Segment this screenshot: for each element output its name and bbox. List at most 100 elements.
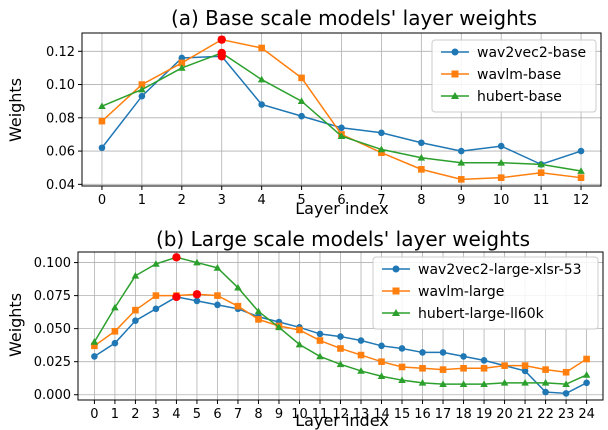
data-point (234, 302, 242, 310)
data-point (377, 372, 386, 380)
data-point (418, 166, 425, 173)
data-point (378, 342, 385, 350)
data-point (357, 351, 365, 359)
x-tick-label: 20 (496, 407, 513, 422)
data-point (582, 371, 591, 378)
panel-a-frame (81, 32, 602, 187)
panel-a-legend: wav2vec2-base wavlm-base hubert-base (431, 39, 597, 113)
data-point (178, 59, 186, 67)
y-tick-label: 0.06 (46, 145, 75, 160)
data-point (460, 353, 467, 360)
x-tick-label: 4 (258, 193, 266, 208)
data-point (298, 74, 305, 82)
data-point (111, 327, 119, 335)
panel-a-title: (a) Base scale models' layer weights (171, 6, 537, 30)
data-point (357, 337, 365, 344)
x-tick-label: 3 (218, 193, 226, 208)
x-tick-label: 13 (353, 407, 370, 422)
panel-b-frame (77, 251, 604, 401)
panel-b-title: (b) Large scale models' layer weights (156, 227, 530, 251)
data-point (316, 330, 324, 338)
data-point (583, 355, 590, 363)
x-tick-label: 15 (394, 407, 411, 422)
x-tick-label: 10 (493, 193, 510, 208)
data-point (537, 169, 545, 176)
x-tick-label: 0 (98, 193, 106, 208)
data-point (98, 102, 106, 110)
x-tick-label: 19 (476, 407, 493, 422)
data-point (152, 260, 160, 267)
data-point (258, 101, 265, 108)
data-point (91, 353, 98, 360)
data-point (138, 81, 146, 88)
panel-b-ylabel: Weights (6, 293, 25, 357)
x-tick-label: 8 (254, 407, 262, 422)
data-point (378, 358, 385, 365)
legend-label: wavlm-base (477, 67, 561, 83)
data-point (497, 174, 505, 181)
data-point (542, 388, 549, 396)
y-tick-label: 0.100 (34, 256, 71, 271)
x-tick-label: 6 (337, 193, 345, 208)
data-point (152, 292, 160, 299)
data-point (398, 376, 406, 384)
data-point (131, 271, 140, 279)
data-point (98, 144, 106, 152)
data-point (214, 301, 221, 309)
x-tick-label: 2 (178, 193, 186, 208)
data-point (338, 124, 345, 132)
data-point (336, 360, 345, 368)
legend-marker (391, 308, 401, 317)
data-point (439, 366, 447, 373)
x-tick-label: 1 (111, 407, 119, 422)
data-point (398, 363, 406, 371)
data-point (90, 338, 99, 345)
data-point (521, 379, 529, 386)
data-point (577, 147, 585, 155)
data-point (316, 352, 324, 360)
data-point (295, 340, 304, 348)
y-tick-label: 0.025 (34, 355, 71, 370)
data-point (541, 379, 550, 386)
highlight-point (192, 290, 202, 299)
data-point (214, 292, 221, 299)
highlight-point (172, 292, 181, 302)
highlight-point (172, 253, 181, 262)
legend-marker (392, 287, 400, 295)
x-tick-label: 11 (312, 407, 329, 422)
x-tick-label: 7 (377, 193, 385, 208)
panel-b-ticks: 0 1 2 3 4 5 6 7 8 9 10 11 12 13 14 15 16 17 18 19 20 21 22 23 24… (34, 256, 595, 422)
x-tick-label: 14 (373, 407, 390, 422)
panel-a: (a) Base scale models' layer weights 0 1 2… (6, 6, 602, 218)
legend-label: hubert-base (477, 89, 562, 105)
data-point (337, 345, 344, 352)
x-tick-label: 23 (558, 407, 575, 422)
data-point (521, 362, 529, 369)
data-point (378, 129, 385, 137)
legend-label: wavlm-large (418, 284, 504, 300)
data-point (562, 390, 570, 397)
panel-b-xlabel: Layer index (295, 411, 388, 430)
y-tick-label: 0.08 (46, 111, 75, 126)
x-tick-label: 11 (533, 193, 550, 208)
x-tick-label: 5 (193, 407, 201, 422)
data-point (234, 283, 242, 291)
x-tick-label: 1 (138, 193, 146, 208)
x-tick-label: 24 (578, 407, 595, 422)
legend-label: hubert-large-ll60k (418, 306, 545, 322)
data-point (138, 85, 146, 93)
panel-a-ticks: 0 1 2 3 4 5 6 7 8 9 10 11 120.040.060.080.100.12 (46, 45, 589, 208)
x-tick-label: 5 (297, 193, 305, 208)
data-point (193, 258, 201, 266)
data-point (111, 339, 119, 347)
data-point (501, 362, 508, 369)
panel-b-legend: wav2vec2-large-xlsr-53 wavlm-large hubert-… (372, 256, 599, 330)
x-tick-label: 18 (455, 407, 472, 422)
data-point (521, 367, 529, 375)
data-point (275, 323, 283, 331)
x-tick-label: 4 (172, 407, 180, 422)
data-point (337, 132, 346, 139)
legend-marker (392, 265, 400, 273)
data-point (296, 326, 303, 334)
